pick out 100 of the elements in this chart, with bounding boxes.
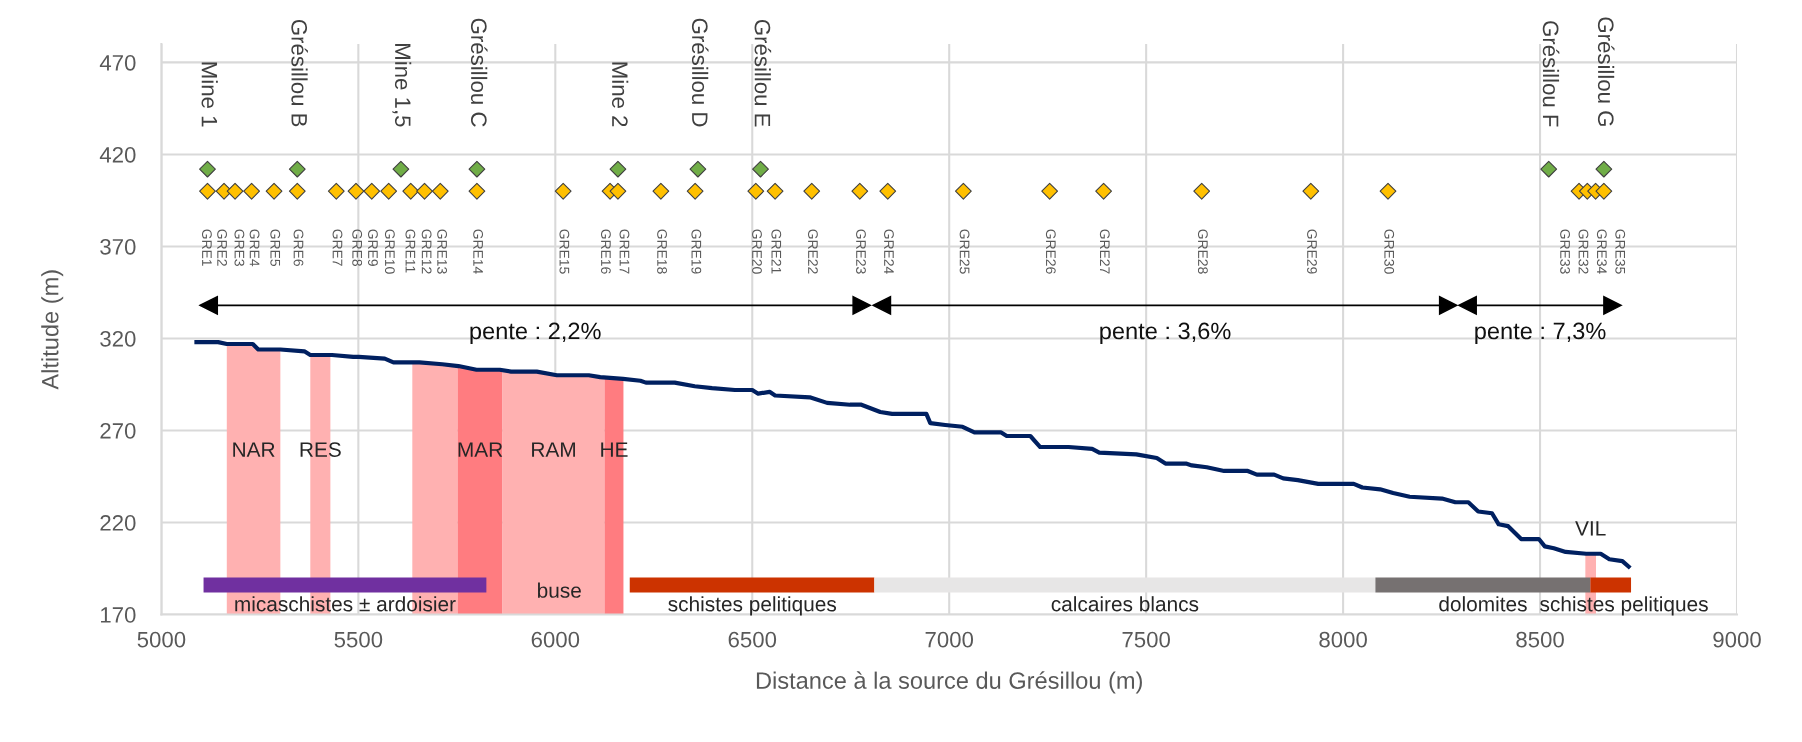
y-tick-label: 470	[99, 54, 136, 71]
data-label: GRE9	[368, 229, 378, 266]
point	[243, 182, 261, 200]
x-tick-label: 7000	[925, 631, 974, 648]
annotation: calcaires blancs	[1051, 596, 1199, 612]
data-label: GRE19	[691, 229, 702, 274]
point	[468, 182, 486, 200]
point	[1302, 182, 1320, 200]
band-label: MAR	[458, 442, 503, 457]
data-label: GRE10	[384, 229, 395, 274]
point	[803, 182, 821, 200]
data-label: GRE34	[1596, 229, 1607, 274]
point	[288, 160, 306, 178]
point	[468, 160, 486, 178]
x-tick-label: 6000	[531, 631, 580, 648]
data-label: GRE21	[771, 229, 782, 274]
data-label: GRE17	[619, 229, 630, 274]
series-label: pente : 3,6%	[1100, 322, 1231, 344]
data-label: GRE13	[437, 229, 448, 274]
band-label: NAR	[233, 442, 275, 457]
point	[363, 182, 381, 200]
x-axis-title: Distance à la source du Grésillou (m)	[756, 671, 1142, 694]
point	[1193, 182, 1211, 200]
data-label: GRE27	[1099, 229, 1110, 274]
x-tick-label: 5000	[137, 631, 186, 648]
band-label: VIL	[1575, 521, 1606, 536]
point	[609, 160, 627, 178]
point	[609, 182, 627, 200]
point	[265, 182, 283, 200]
y-tick-label: 170	[101, 607, 136, 623]
data-label: GRE23	[856, 229, 866, 274]
data-label: GRE25	[959, 229, 970, 274]
data-label: GRE5	[270, 229, 281, 266]
data-label: Grésillou B	[291, 19, 308, 127]
annotation: dolomites	[1439, 596, 1527, 612]
data-label: GRE12	[421, 229, 432, 274]
annotation: micaschistes ± ardoisier	[235, 596, 456, 612]
point	[347, 182, 365, 200]
x-tick-label: 6500	[728, 631, 777, 648]
point	[392, 160, 410, 178]
point	[402, 182, 420, 200]
point	[1438, 295, 1458, 315]
point	[954, 182, 972, 200]
point	[872, 295, 892, 315]
data-label: Grésillou G	[1597, 17, 1615, 126]
point	[416, 182, 433, 200]
point	[747, 182, 765, 200]
point	[199, 160, 216, 178]
x-tick-label: 5500	[334, 631, 383, 648]
point	[689, 160, 707, 178]
point	[199, 295, 219, 315]
y-tick-label: 270	[100, 423, 136, 439]
data-label: GRE24	[884, 229, 894, 274]
y-tick-label: 320	[100, 330, 136, 347]
data-label: GRE1	[201, 229, 212, 266]
data-label: GRE14	[473, 229, 484, 274]
point	[1540, 160, 1558, 178]
series-label: pente : 2,2%	[470, 322, 601, 344]
point	[226, 182, 244, 200]
data-label: GRE22	[808, 229, 818, 274]
data-label: GRE18	[657, 229, 667, 274]
x-tick-label: 9000	[1713, 631, 1761, 648]
data-label: Mine 2	[611, 62, 629, 127]
data-label: GRE2	[217, 229, 227, 266]
data-label: GRE35	[1615, 229, 1626, 274]
y-tick-label: 420	[99, 146, 136, 163]
data-label: GRE32	[1578, 229, 1589, 274]
y-tick-label: 220	[100, 515, 136, 531]
point	[852, 295, 872, 315]
data-label: Grésillou C	[470, 18, 488, 127]
point	[288, 182, 306, 200]
point	[431, 182, 449, 200]
point	[879, 182, 897, 200]
data-label: GRE28	[1197, 229, 1208, 274]
data-label: GRE11	[405, 229, 416, 273]
point	[1379, 182, 1397, 200]
data-label: GRE15	[559, 229, 570, 274]
point	[1603, 295, 1622, 315]
data-label: GRE4	[249, 229, 260, 267]
band-label: RAM	[532, 442, 575, 457]
data-label: GRE33	[1560, 229, 1570, 274]
y-tick-label: 370	[100, 238, 136, 255]
annotation: buse	[538, 582, 581, 598]
data-label: GRE20	[752, 229, 762, 274]
data-label: GRE8	[352, 229, 363, 266]
data-label: Grésillou E	[754, 19, 772, 127]
point	[554, 182, 572, 200]
data-label: Grésillou D	[691, 18, 709, 127]
point	[1095, 182, 1113, 200]
x-tick-label: 8500	[1516, 631, 1564, 648]
data-label: GRE16	[600, 229, 611, 274]
point	[652, 182, 670, 200]
point	[851, 182, 869, 200]
point	[1041, 182, 1059, 200]
point	[766, 182, 784, 200]
data-label: GRE26	[1045, 229, 1056, 274]
data-label: GRE7	[332, 229, 343, 266]
point	[1595, 160, 1613, 178]
data-label: GRE29	[1307, 229, 1317, 274]
point	[327, 182, 345, 200]
